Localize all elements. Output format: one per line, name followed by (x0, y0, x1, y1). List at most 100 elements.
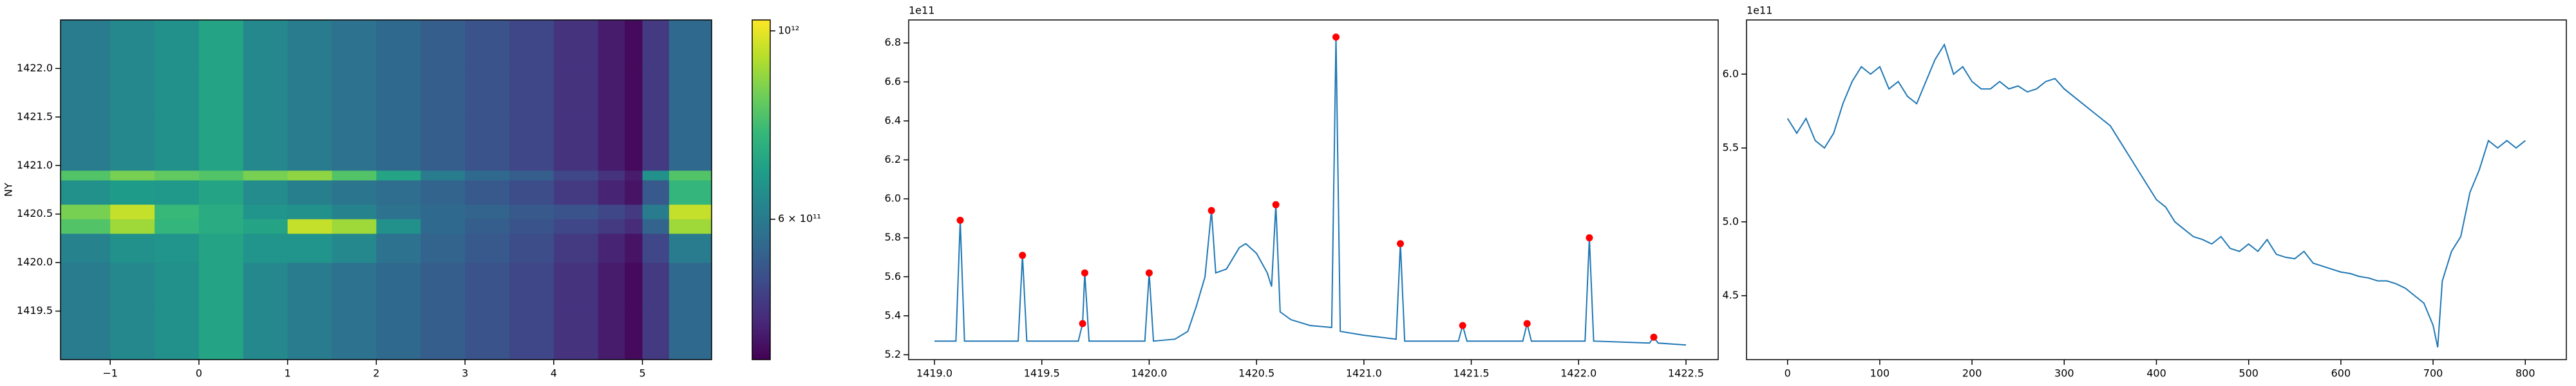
heatmap-cell (61, 262, 111, 312)
heatmap-cell (553, 68, 599, 118)
data-line (934, 37, 1687, 346)
x-tick-label: 1422.5 (1668, 367, 1704, 380)
heatmap-cell (110, 311, 155, 360)
heatmap-cell (421, 204, 466, 219)
heatmap-cell (243, 116, 289, 171)
peak-marker (1079, 320, 1086, 327)
heatmap-cell (155, 20, 200, 69)
colorbar-tick-label: 10¹² (778, 24, 799, 36)
heatmap-cell (287, 68, 332, 118)
heatmap-cell (668, 179, 712, 205)
heatmap-cell (668, 311, 712, 360)
heatmap-cell (642, 116, 670, 171)
heatmap-cell (110, 20, 155, 69)
x-tick-label: 1419.5 (1024, 367, 1060, 380)
heatmap-cell (198, 233, 244, 263)
x-tick-label: 2 (373, 367, 379, 380)
heatmap-cell (155, 311, 200, 360)
x-tick-label: 0 (196, 367, 202, 380)
heatmap-cell (625, 204, 643, 219)
heatmap-cell (421, 233, 466, 263)
x-tick-label: 4 (551, 367, 557, 380)
heatmap-cell (110, 116, 155, 171)
x-tick-label: 1419.0 (916, 367, 952, 380)
x-tick-label: 600 (2331, 367, 2351, 380)
heatmap-cell (332, 20, 377, 69)
y-axis-label: NY (3, 183, 15, 197)
heatmap-cell (198, 20, 244, 69)
heatmap-cell (110, 68, 155, 118)
heatmap-cell (243, 20, 289, 69)
y-tick-label: 6.6 (885, 75, 901, 87)
heatmap-cell (376, 116, 421, 171)
y-tick-label: 1422.0 (17, 62, 53, 74)
heatmap-cell (198, 204, 244, 219)
x-tick-label: 200 (1962, 367, 1982, 380)
heatmap-cell (625, 179, 643, 205)
y-tick-label: 6.0 (1723, 68, 1739, 80)
x-tick-label: 3 (462, 367, 468, 380)
x-tick-label: 1420.0 (1131, 367, 1167, 380)
heatmap-cell (198, 170, 244, 181)
colorbar (752, 19, 771, 360)
y-tick-label: 5.2 (885, 348, 901, 360)
heatmap-cell (642, 20, 670, 69)
heatmap-cell (243, 179, 289, 205)
heatmap-cell (465, 179, 510, 205)
heatmap-cell (642, 311, 670, 360)
heatmap-cell (465, 219, 510, 234)
heatmap-cell (642, 262, 670, 312)
heatmap-cell (332, 68, 377, 118)
x-tick-label: 100 (1870, 367, 1890, 380)
y-tick-label: 5.6 (885, 270, 901, 282)
peak-marker (1523, 320, 1531, 327)
heatmap-cell (509, 179, 554, 205)
peak-marker (1019, 252, 1027, 259)
heatmap-cell (668, 219, 712, 234)
heatmap-cell (625, 311, 643, 360)
heatmap-cell (287, 179, 332, 205)
y-tick-label: 1420.0 (17, 256, 53, 268)
heatmap-cell (198, 262, 244, 312)
heatmap-cell (598, 179, 625, 205)
heatmap-cell (243, 219, 289, 234)
peak-marker (1586, 234, 1593, 242)
heatmap-cell (155, 233, 200, 263)
axes-frame (60, 19, 712, 360)
x-tick-label: 300 (2054, 367, 2074, 380)
x-tick-label: −1 (102, 367, 118, 380)
heatmap-cell (553, 262, 599, 312)
peak-marker (1332, 33, 1340, 41)
heatmap-cell (668, 170, 712, 181)
heatmap-cell (243, 233, 289, 263)
heatmap-cell (553, 116, 599, 171)
heatmap-cell (61, 311, 111, 360)
x-tick-label: 1 (285, 367, 291, 380)
heatmap-cell (598, 311, 625, 360)
heatmap-cell (287, 311, 332, 360)
heatmap-cell (243, 170, 289, 181)
peak-marker (1145, 269, 1153, 277)
heatmap-cell (155, 262, 200, 312)
heatmap-cell (287, 233, 332, 263)
heatmap-cell (155, 116, 200, 171)
heatmap-cell (376, 179, 421, 205)
heatmap-cell (553, 219, 599, 234)
heatmap-cell (243, 262, 289, 312)
heatmap-cell (376, 170, 421, 181)
x-tick-label: 500 (2239, 367, 2259, 380)
heatmap-cell (155, 204, 200, 219)
y-tick-label: 6.2 (885, 153, 901, 165)
heatmap-cell (287, 170, 332, 181)
heatmap-cell (465, 204, 510, 219)
heatmap-cell (155, 219, 200, 234)
heatmap-cell (287, 116, 332, 171)
heatmap-cell (668, 68, 712, 118)
heatmap-cell (421, 219, 466, 234)
heatmap-cell (198, 116, 244, 171)
heatmap-cell (332, 233, 377, 263)
heatmap-cell (598, 170, 625, 181)
heatmap-cell (155, 179, 200, 205)
heatmap-cell (243, 68, 289, 118)
